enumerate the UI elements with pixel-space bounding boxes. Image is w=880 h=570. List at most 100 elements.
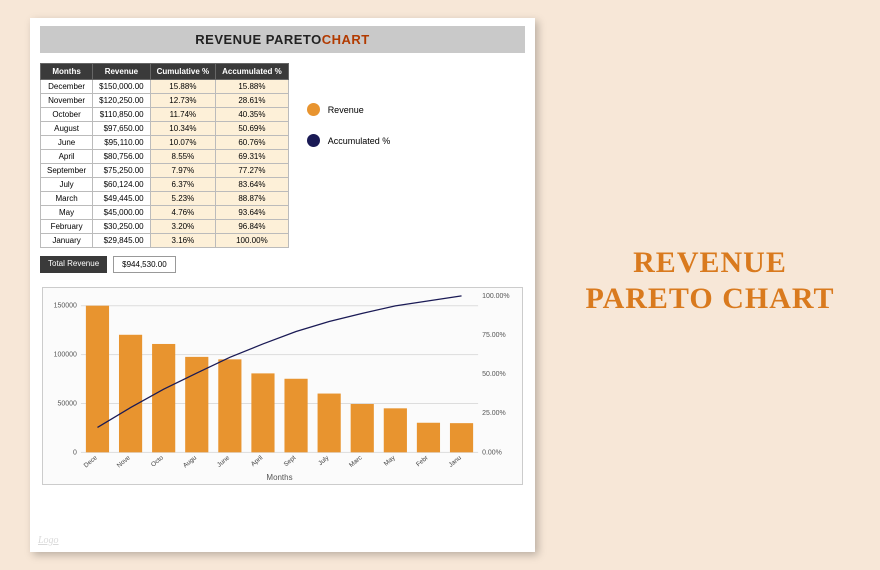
table-row: October$110,850.0011.74%40.35%	[41, 108, 289, 122]
legend-item: Accumulated %	[307, 134, 525, 147]
table-header: Accumulated %	[216, 64, 289, 80]
table-row: November$120,250.0012.73%28.61%	[41, 94, 289, 108]
svg-text:July: July	[317, 454, 331, 467]
table-cell: 10.34%	[150, 122, 215, 136]
pareto-chart: 0 50000 100000 150000 0.00% 25.00% 50.00% 75.00…	[42, 287, 523, 485]
svg-text:100.00%: 100.00%	[482, 293, 510, 300]
headline-line1: REVENUE	[570, 245, 850, 281]
table-cell: $30,250.00	[93, 220, 151, 234]
table-cell: 69.31%	[216, 150, 289, 164]
svg-text:April: April	[250, 454, 264, 468]
table-cell: 3.20%	[150, 220, 215, 234]
legend-label: Accumulated %	[328, 136, 391, 146]
table-row: May$45,000.004.76%93.64%	[41, 206, 289, 220]
svg-text:Janu: Janu	[448, 454, 464, 469]
table-cell: 15.88%	[150, 80, 215, 94]
svg-text:75.00%: 75.00%	[482, 332, 506, 339]
table-cell: $150,000.00	[93, 80, 151, 94]
legend-swatch-icon	[307, 134, 320, 147]
table-cell: November	[41, 94, 93, 108]
svg-text:Octo: Octo	[150, 454, 165, 468]
table-cell: $60,124.00	[93, 178, 151, 192]
table-cell: December	[41, 80, 93, 94]
table-header: Revenue	[93, 64, 151, 80]
table-cell: 5.23%	[150, 192, 215, 206]
table-cell: 11.74%	[150, 108, 215, 122]
svg-text:Dece: Dece	[83, 454, 99, 469]
table-cell: January	[41, 234, 93, 248]
table-cell: 100.00%	[216, 234, 289, 248]
table-cell: 12.73%	[150, 94, 215, 108]
svg-text:50.00%: 50.00%	[482, 371, 506, 378]
legend-item: Revenue	[307, 103, 525, 116]
pareto-table: MonthsRevenueCumulative %Accumulated % D…	[40, 63, 289, 248]
table-cell: 3.16%	[150, 234, 215, 248]
title-prefix: REVENUE PARETO	[195, 32, 321, 47]
total-value: $944,530.00	[113, 256, 176, 273]
table-cell: $80,756.00	[93, 150, 151, 164]
table-header: Cumulative %	[150, 64, 215, 80]
legend-label: Revenue	[328, 105, 364, 115]
table-header: Months	[41, 64, 93, 80]
table-row: February$30,250.003.20%96.84%	[41, 220, 289, 234]
table-cell: 88.87%	[216, 192, 289, 206]
table-cell: $29,845.00	[93, 234, 151, 248]
svg-text:May: May	[383, 454, 397, 468]
table-cell: $120,250.00	[93, 94, 151, 108]
table-cell: $95,110.00	[93, 136, 151, 150]
table-cell: February	[41, 220, 93, 234]
svg-text:Febr: Febr	[415, 454, 430, 468]
table-cell: 96.84%	[216, 220, 289, 234]
promo-headline: REVENUE PARETO CHART	[570, 245, 850, 317]
table-cell: August	[41, 122, 93, 136]
svg-text:0: 0	[73, 449, 77, 456]
data-table-wrap: MonthsRevenueCumulative %Accumulated % D…	[40, 63, 289, 273]
svg-text:Augu: Augu	[182, 454, 198, 469]
table-cell: 28.61%	[216, 94, 289, 108]
table-cell: March	[41, 192, 93, 206]
table-cell: 77.27%	[216, 164, 289, 178]
table-cell: 83.64%	[216, 178, 289, 192]
table-cell: July	[41, 178, 93, 192]
table-cell: October	[41, 108, 93, 122]
table-cell: September	[41, 164, 93, 178]
table-row: July$60,124.006.37%83.64%	[41, 178, 289, 192]
svg-text:150000: 150000	[54, 303, 77, 310]
table-cell: May	[41, 206, 93, 220]
table-cell: 7.97%	[150, 164, 215, 178]
table-cell: 8.55%	[150, 150, 215, 164]
table-cell: 4.76%	[150, 206, 215, 220]
table-row: August$97,650.0010.34%50.69%	[41, 122, 289, 136]
svg-text:100000: 100000	[54, 352, 77, 359]
table-cell: April	[41, 150, 93, 164]
svg-text:Nove: Nove	[116, 454, 132, 469]
logo-text: Logo	[38, 535, 59, 546]
svg-text:Marc: Marc	[348, 454, 364, 469]
svg-text:25.00%: 25.00%	[482, 410, 506, 417]
table-cell: June	[41, 136, 93, 150]
headline-line2: PARETO CHART	[570, 281, 850, 317]
table-cell: 6.37%	[150, 178, 215, 192]
table-row: June$95,110.0010.07%60.76%	[41, 136, 289, 150]
title-accent: CHART	[322, 32, 370, 47]
panel-title-bar: REVENUE PARETOCHART	[40, 26, 525, 53]
table-cell: $49,445.00	[93, 192, 151, 206]
table-row: December$150,000.0015.88%15.88%	[41, 80, 289, 94]
total-row: Total Revenue $944,530.00	[40, 256, 289, 273]
table-row: September$75,250.007.97%77.27%	[41, 164, 289, 178]
svg-text:Months: Months	[266, 473, 292, 482]
svg-text:Sept: Sept	[283, 454, 298, 468]
table-row: January$29,845.003.16%100.00%	[41, 234, 289, 248]
table-cell: 60.76%	[216, 136, 289, 150]
table-cell: 93.64%	[216, 206, 289, 220]
document-panel: REVENUE PARETOCHART MonthsRevenueCumulat…	[30, 18, 535, 552]
svg-text:June: June	[216, 454, 232, 469]
table-cell: $97,650.00	[93, 122, 151, 136]
table-cell: $45,000.00	[93, 206, 151, 220]
legend: Revenue Accumulated %	[307, 63, 525, 273]
table-cell: 50.69%	[216, 122, 289, 136]
svg-text:50000: 50000	[58, 400, 78, 407]
svg-text:0.00%: 0.00%	[482, 449, 502, 456]
table-cell: $110,850.00	[93, 108, 151, 122]
table-cell: 15.88%	[216, 80, 289, 94]
